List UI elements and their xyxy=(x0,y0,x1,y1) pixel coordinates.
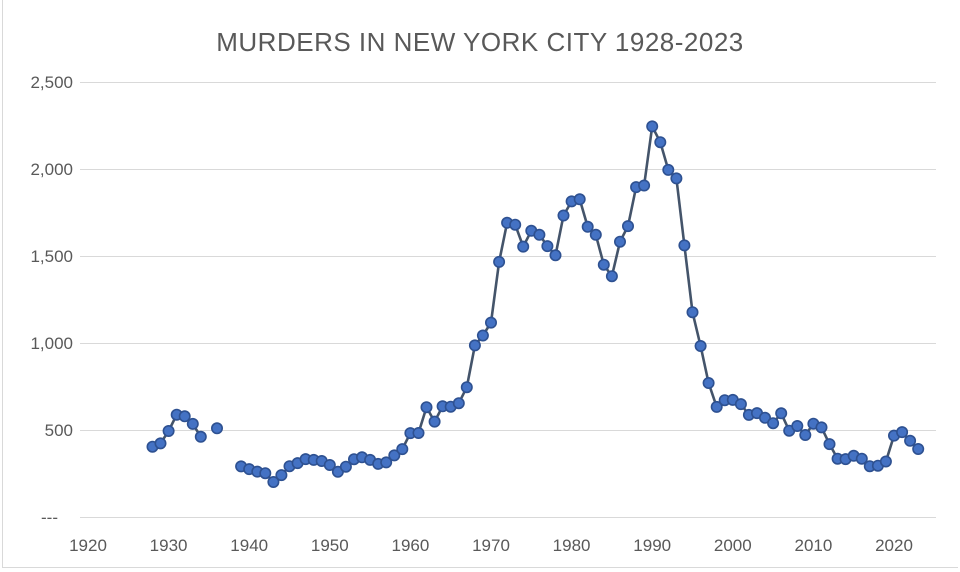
data-point-marker xyxy=(428,415,441,428)
data-point-marker xyxy=(178,410,191,423)
data-point-marker xyxy=(557,209,570,222)
data-point-marker xyxy=(452,397,465,410)
data-point-marker xyxy=(799,428,812,441)
data-point-marker xyxy=(734,398,747,411)
data-point-marker xyxy=(654,136,667,149)
data-point-marker xyxy=(154,437,167,450)
data-point-marker xyxy=(581,220,594,233)
data-point-marker xyxy=(702,376,715,389)
data-point-marker xyxy=(589,228,602,241)
data-point-marker xyxy=(323,458,336,471)
data-point-marker xyxy=(646,120,659,133)
data-point-marker xyxy=(775,407,788,420)
data-point-marker xyxy=(710,400,723,413)
data-point-marker xyxy=(638,179,651,192)
data-point-marker xyxy=(186,417,199,430)
data-point-marker xyxy=(339,460,352,473)
data-point-marker xyxy=(686,306,699,319)
data-point-marker xyxy=(509,218,522,231)
y-axis-tick-label: 500 xyxy=(45,421,73,440)
x-axis-tick-label: 1960 xyxy=(391,536,429,555)
data-point-marker xyxy=(767,417,780,430)
data-point-marker xyxy=(621,220,634,233)
y-axis-tick-label: 2,000 xyxy=(30,160,73,179)
data-point-marker xyxy=(211,422,224,435)
data-point-marker xyxy=(476,329,489,342)
data-point-marker xyxy=(912,442,925,455)
data-point-marker xyxy=(823,438,836,451)
data-point-marker xyxy=(597,258,610,271)
data-point-marker xyxy=(573,193,586,206)
data-point-marker xyxy=(517,240,530,253)
y-axis-tick-label: 2,500 xyxy=(30,73,73,92)
data-point-marker xyxy=(493,255,506,268)
data-point-marker xyxy=(396,443,409,456)
x-axis-tick-label: 1970 xyxy=(472,536,510,555)
chart-title: MURDERS IN NEW YORK CITY 1928-2023 xyxy=(216,27,744,57)
data-point-marker xyxy=(904,434,917,447)
data-point-marker xyxy=(420,401,433,414)
data-point-marker xyxy=(896,426,909,439)
x-axis-tick-label: 1930 xyxy=(150,536,188,555)
data-point-marker xyxy=(694,339,707,352)
y-axis-tick-label: 1,000 xyxy=(30,334,73,353)
data-point-marker xyxy=(791,419,804,432)
data-point-marker xyxy=(879,455,892,468)
data-point-marker xyxy=(855,452,868,465)
data-point-marker xyxy=(412,426,425,439)
data-point-marker xyxy=(533,228,546,241)
data-point-marker xyxy=(678,239,691,252)
data-point-marker xyxy=(484,316,497,329)
data-point-marker xyxy=(662,163,675,176)
data-point-marker xyxy=(613,235,626,248)
x-axis-tick-label: 1990 xyxy=(633,536,671,555)
x-axis-tick-label: 1950 xyxy=(311,536,349,555)
y-axis-tick-label: --- xyxy=(41,508,58,527)
data-point-marker xyxy=(162,424,175,437)
data-point-marker xyxy=(194,430,207,443)
data-point-marker xyxy=(549,249,562,262)
data-point-marker xyxy=(758,411,771,424)
x-axis-tick-label: 1920 xyxy=(69,536,107,555)
data-point-marker xyxy=(460,381,473,394)
data-point-marker xyxy=(605,270,618,283)
data-point-marker xyxy=(267,475,280,488)
data-point-marker xyxy=(815,421,828,434)
data-point-marker xyxy=(380,456,393,469)
data-point-marker xyxy=(541,240,554,253)
data-point-marker xyxy=(259,467,272,480)
x-axis-tick-label: 2020 xyxy=(875,536,913,555)
x-axis-tick-label: 1980 xyxy=(553,536,591,555)
x-axis-tick-label: 2010 xyxy=(794,536,832,555)
data-point-marker xyxy=(670,172,683,185)
data-point-marker xyxy=(275,469,288,482)
y-axis-tick-label: 1,500 xyxy=(30,247,73,266)
x-axis-tick-label: 2000 xyxy=(714,536,752,555)
data-point-marker xyxy=(468,339,481,352)
x-axis-tick-label: 1940 xyxy=(230,536,268,555)
data-point-marker xyxy=(388,449,401,462)
